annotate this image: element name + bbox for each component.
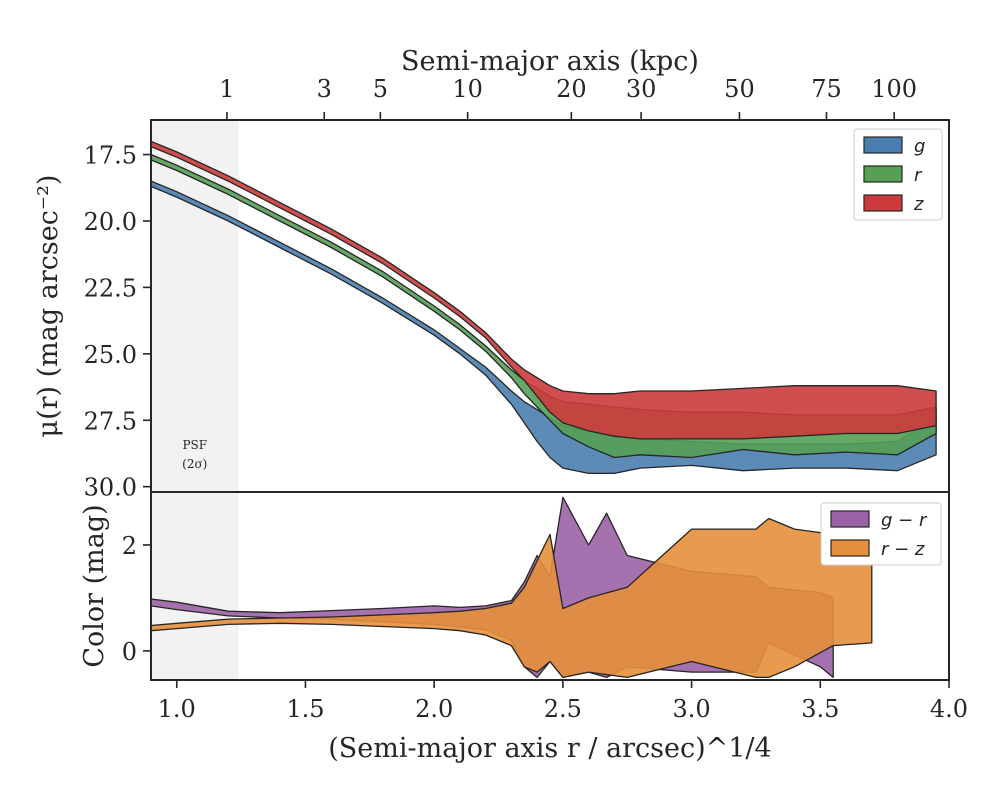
top-y-tick-label-2: 22.5 <box>84 274 137 302</box>
bottom-y-tick-label-0: 0 <box>122 638 137 666</box>
top-legend-label-0: g <box>914 136 925 157</box>
psf-label-bottom: (2σ) <box>182 457 207 471</box>
kpc-tick-label-5: 30 <box>626 75 657 103</box>
top-y-tick-label-3: 25.0 <box>84 341 137 369</box>
x-tick-label-5: 3.5 <box>801 695 839 723</box>
color-legend-swatch-1 <box>830 539 870 557</box>
bottom-y-axis-label: Color (mag) <box>79 504 110 667</box>
color-band-1 <box>150 517 873 679</box>
psf-label-top: PSF <box>182 438 207 452</box>
top-y-axis-label: μ(r) (mag arcsec⁻²) <box>33 175 64 438</box>
top-y-tick-label-4: 27.5 <box>84 407 137 435</box>
bottom-legend: g − r r − z <box>820 502 942 566</box>
x-tick-label-6: 4.0 <box>930 695 968 723</box>
x-tick-label-4: 3.0 <box>672 695 710 723</box>
top-legend-swatch-2 <box>863 194 903 212</box>
kpc-tick-label-6: 50 <box>724 75 755 103</box>
kpc-tick-label-8: 100 <box>871 75 917 103</box>
top-x-axis-label: Semi-major axis (kpc) <box>401 46 699 77</box>
bottom-axes-frame <box>150 491 950 681</box>
kpc-tick-label-7: 75 <box>811 75 842 103</box>
kpc-tick-label-3: 10 <box>452 75 483 103</box>
x-tick-label-3: 2.5 <box>544 695 582 723</box>
psf-band <box>151 120 239 492</box>
top-legend-swatch-1 <box>863 165 903 183</box>
top-y-tick-label-0: 17.5 <box>84 142 137 170</box>
top-y-tick-label-1: 20.0 <box>84 208 137 236</box>
color-legend-label-1: r − z <box>881 539 925 560</box>
color-panel: 0 2 1.0 1.5 2.0 2.5 3.0 3.5 4.0 g − r r − z Colo… <box>79 491 968 764</box>
kpc-tick-label-1: 3 <box>317 75 332 103</box>
x-tick-label-0: 1.0 <box>158 695 196 723</box>
kpc-tick-label-2: 5 <box>373 75 388 103</box>
x-tick-label-1: 1.5 <box>286 695 324 723</box>
top-legend-swatch-0 <box>863 136 903 154</box>
kpc-tick-label-0: 1 <box>219 75 234 103</box>
top-legend-label-2: z <box>913 194 924 215</box>
top-y-tick-label-5: 30.0 <box>84 474 137 502</box>
top-legend: grz <box>853 128 943 221</box>
top-legend-label-1: r <box>914 165 923 186</box>
kpc-tick-label-4: 20 <box>556 75 587 103</box>
color-legend-label-0: g − r <box>881 510 928 531</box>
top-band-2 <box>150 140 937 440</box>
bottom-y-tick-label-1: 2 <box>122 532 137 560</box>
psf-band-bottom <box>151 492 239 680</box>
color-legend-swatch-0 <box>830 510 870 528</box>
x-tick-label-2: 2.0 <box>415 695 453 723</box>
bottom-x-axis-label: (Semi-major axis r / arcsec)^1/4 <box>328 733 771 764</box>
surface-brightness-panel: PSF (2σ) 17.5 20.0 22.5 25.0 27.5 30.0 1 3 5 10 2… <box>33 46 950 502</box>
